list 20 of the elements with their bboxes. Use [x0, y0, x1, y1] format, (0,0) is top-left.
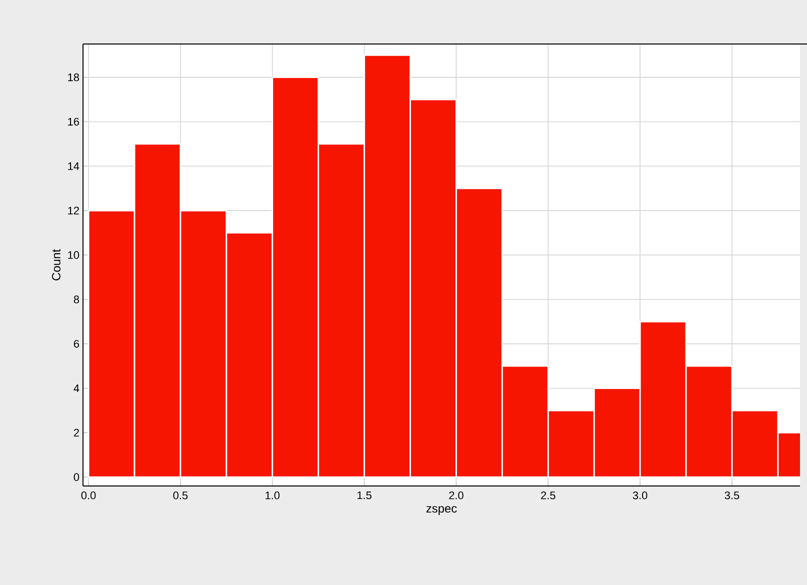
- y-tick-label: 0: [74, 473, 80, 481]
- x-axis-title: zspec: [426, 506, 457, 516]
- x-tick-label: 3.5: [724, 492, 740, 500]
- x-tick-label: 0.0: [81, 492, 96, 500]
- y-axis-title: Count: [52, 249, 60, 280]
- y-tick-label: 2: [74, 428, 79, 437]
- y-tick-label: 14: [68, 162, 80, 170]
- x-tick-label: 1.0: [266, 492, 280, 500]
- y-tick-label: 8: [74, 296, 80, 304]
- x-tick-label: 2.5: [541, 492, 556, 500]
- x-tick-label: 1.5: [358, 492, 372, 500]
- x-tick-label: 0.5: [173, 492, 188, 500]
- y-tick-label: 6: [74, 340, 80, 348]
- y-tick-label: 18: [68, 73, 79, 82]
- y-tick-label: 16: [68, 118, 79, 126]
- x-tick-label: 2.0: [449, 492, 464, 500]
- y-tick-label: 12: [68, 206, 79, 214]
- y-tick-label: 4: [74, 384, 80, 392]
- y-tick-label: 10: [68, 251, 80, 259]
- x-tick-label: 3.0: [632, 492, 648, 500]
